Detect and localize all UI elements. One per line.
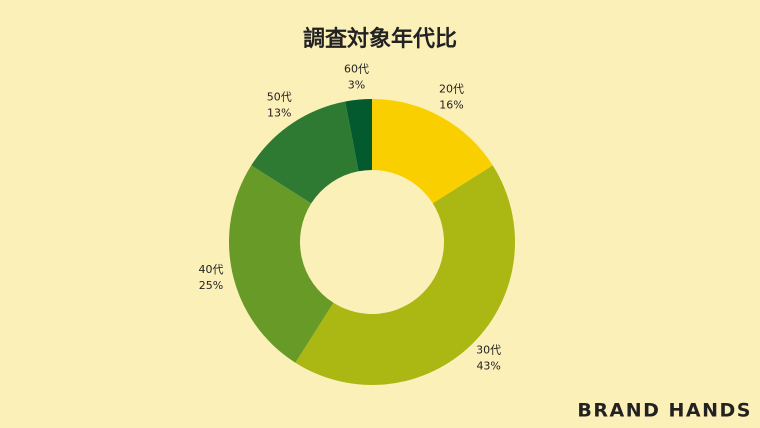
donut-slice (251, 101, 359, 204)
slice-value-label: 16% (439, 98, 463, 111)
slice-category-label: 50代 (267, 91, 292, 104)
slice-category-label: 20代 (439, 82, 464, 95)
chart-title: 調査対象年代比 (303, 26, 457, 52)
slice-category-label: 30代 (476, 344, 501, 357)
slice-value-label: 3% (348, 79, 365, 92)
donut-slice (372, 99, 493, 204)
slice-category-label: 60代 (344, 63, 369, 76)
donut-slice (228, 165, 334, 363)
brand-logo: BRAND HANDS (577, 400, 752, 422)
slice-value-label: 25% (199, 279, 223, 292)
slice-category-label: 40代 (198, 263, 223, 276)
slice-value-label: 13% (267, 107, 291, 120)
donut-slice (295, 165, 515, 385)
donut-slice (345, 99, 372, 172)
slice-value-label: 43% (476, 360, 500, 373)
